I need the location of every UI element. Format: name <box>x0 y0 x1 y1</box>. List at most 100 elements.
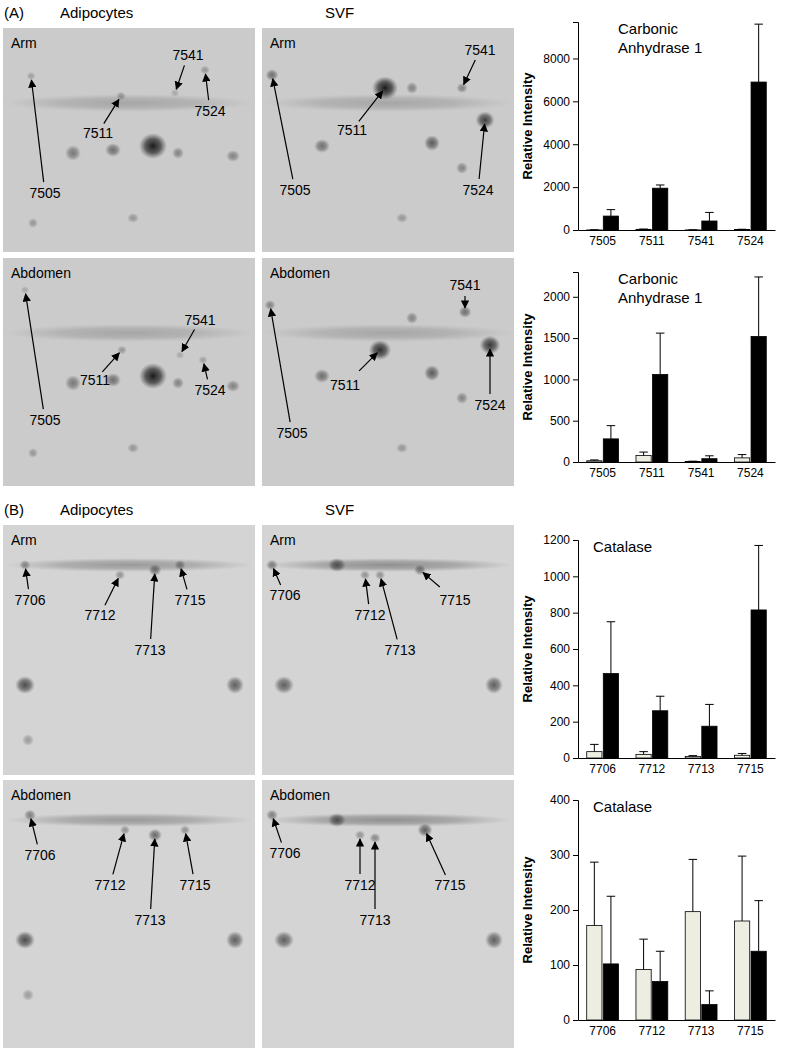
spot-label: 7706 <box>269 587 300 603</box>
error-bar <box>689 755 698 757</box>
error-cap <box>656 696 665 697</box>
error-bar <box>705 456 714 459</box>
bar <box>702 1005 717 1020</box>
figure: (A)AdipocytesSVFArm7505751175417524Arm75… <box>0 0 788 1050</box>
tick-mark <box>573 576 578 577</box>
error-bar <box>639 939 648 969</box>
error-cap <box>705 212 714 213</box>
tick-label: 600 <box>550 642 570 656</box>
gel-spot <box>15 931 35 949</box>
error-bar <box>607 896 616 964</box>
error-bar <box>705 991 714 1005</box>
tick: 6000 <box>543 95 578 109</box>
gel-image: Arm7706771277137715 <box>3 525 255 775</box>
error-bar <box>639 229 648 230</box>
bar <box>702 726 717 758</box>
axis-line <box>579 462 776 463</box>
bar <box>751 951 766 1020</box>
tick-mark <box>573 187 578 188</box>
gel-spot <box>172 147 184 159</box>
gel-spot <box>28 448 38 458</box>
tick: 0 <box>563 751 578 765</box>
error-stem <box>660 951 661 981</box>
bar <box>587 229 602 230</box>
gel-spot <box>485 676 503 694</box>
gel-spot <box>4 558 254 572</box>
tick-mark <box>573 297 578 298</box>
tick-label: 7715 <box>737 1024 764 1038</box>
tick: 7706 <box>589 762 616 776</box>
tick-label: 0 <box>563 1013 570 1027</box>
gel-spot <box>372 76 398 99</box>
axis-title: Relative Intensity <box>520 856 535 964</box>
chart-title: Catalase <box>593 798 652 815</box>
tick-label: 8000 <box>543 52 570 66</box>
spot-label: 7505 <box>29 412 60 428</box>
tick: 600 <box>550 642 578 656</box>
gel-spot <box>22 734 34 746</box>
row-label: Abdomen <box>270 265 330 281</box>
spot-label: 7715 <box>434 877 465 893</box>
gel-spot <box>115 570 125 579</box>
tick-label: 7706 <box>589 1024 616 1038</box>
tick: 7706 <box>589 1024 616 1038</box>
axis-line <box>579 230 776 231</box>
error-cap <box>639 229 648 230</box>
spot-label: 7713 <box>134 642 165 658</box>
gel-spot <box>263 813 513 827</box>
error-stem <box>709 212 710 221</box>
error-cap <box>656 184 665 185</box>
bar <box>603 964 618 1020</box>
column-header: Adipocytes <box>60 4 133 21</box>
tick-mark <box>573 649 578 650</box>
bar <box>734 921 749 1020</box>
tick: 0 <box>563 223 578 237</box>
error-stem <box>692 859 693 911</box>
gel-image: Arm7505751175417524 <box>262 28 514 252</box>
arrow <box>359 91 383 121</box>
row-label: Abdomen <box>270 787 330 803</box>
gel-background <box>262 780 514 1048</box>
gel-spot <box>19 560 30 570</box>
tick-label: 7715 <box>737 762 764 776</box>
gel-spot <box>456 392 468 404</box>
spot-label: 7511 <box>337 122 367 138</box>
arrow <box>359 353 377 371</box>
tick: 1000 <box>543 373 578 387</box>
gel-spot <box>226 676 244 694</box>
spot-label: 7712 <box>84 607 115 623</box>
tick-mark <box>573 685 578 686</box>
spot-label: 7505 <box>279 182 310 198</box>
tick-label: 200 <box>550 903 570 917</box>
tick: 7524 <box>737 234 764 248</box>
tick-label: 0 <box>563 751 570 765</box>
error-bar <box>738 229 747 230</box>
row-label: Abdomen <box>11 265 71 281</box>
error-bar <box>656 951 665 981</box>
tick-label: 7713 <box>688 762 715 776</box>
gel-spot <box>263 324 513 342</box>
spot-label: 7715 <box>179 877 210 893</box>
row-label: Arm <box>270 35 296 51</box>
error-bar <box>607 622 616 674</box>
row-label: Arm <box>11 35 37 51</box>
axis-line <box>573 541 579 759</box>
arrow <box>151 574 155 639</box>
bar <box>685 461 700 462</box>
tick-label: 1000 <box>543 373 570 387</box>
tick: 200 <box>550 715 578 729</box>
bar <box>685 912 700 1020</box>
tick-mark <box>573 722 578 723</box>
gel-spot <box>139 133 167 159</box>
spot-label: 7505 <box>276 425 307 441</box>
bar <box>685 757 700 758</box>
tick-label: 2000 <box>543 290 570 304</box>
gel-image: Abdomen7505751175417524 <box>3 258 255 486</box>
gel-spot <box>456 162 468 174</box>
error-cap <box>738 753 747 754</box>
tick: 7712 <box>639 762 666 776</box>
arrow <box>464 296 465 308</box>
tick: 2000 <box>543 180 578 194</box>
x-axis: 7706771277137715 <box>579 1021 776 1038</box>
error-stem <box>758 545 759 609</box>
